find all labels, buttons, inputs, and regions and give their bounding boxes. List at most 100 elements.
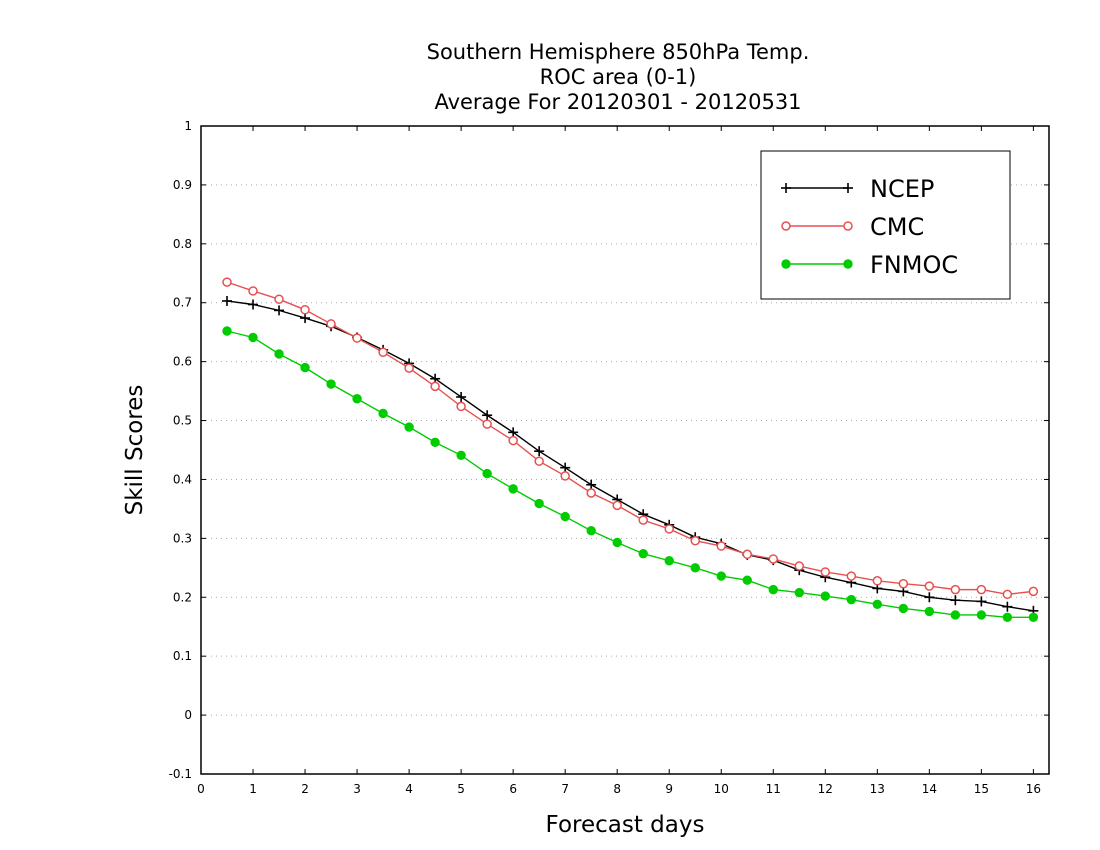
x-tick-label: 9 (665, 782, 673, 796)
data-point (560, 462, 571, 473)
x-tick-label: 1 (249, 782, 257, 796)
data-point (664, 556, 674, 566)
data-point (768, 554, 779, 564)
y-tick-label: 0.1 (173, 649, 192, 663)
data-point (742, 549, 753, 560)
data-point (872, 599, 883, 610)
x-tick-label: 8 (613, 782, 621, 796)
data-point (456, 450, 466, 461)
data-point (1002, 612, 1013, 623)
data-point (1028, 586, 1039, 597)
data-point (950, 584, 961, 595)
data-point (664, 524, 674, 534)
data-point (222, 277, 232, 287)
data-point (222, 295, 233, 306)
data-point (794, 561, 805, 571)
data-point (508, 427, 519, 438)
data-point (924, 606, 935, 617)
data-point (843, 221, 853, 231)
legend-box (760, 150, 1011, 300)
data-point (534, 456, 544, 466)
y-tick-label: 0.4 (173, 472, 192, 486)
chart-title: Southern Hemisphere 850hPa Temp. ROC are… (427, 40, 810, 114)
x-tick-label: 5 (457, 782, 465, 796)
data-point (612, 500, 622, 511)
data-point (976, 596, 987, 607)
data-point (1002, 589, 1013, 600)
data-point (248, 299, 259, 310)
x-axis-label: Forecast days (546, 812, 705, 838)
series-fnmoc (222, 326, 1039, 623)
data-point (300, 313, 311, 324)
data-point (781, 259, 791, 269)
data-point (482, 468, 492, 479)
data-point (820, 591, 830, 601)
y-tick-label: 0.7 (173, 296, 192, 310)
x-tick-label: 0 (197, 782, 205, 796)
data-point (742, 575, 752, 585)
data-point (846, 571, 857, 581)
data-point (976, 584, 987, 595)
x-tick-label: 12 (818, 782, 833, 796)
legend: NCEP CMC FNMOC (760, 150, 1011, 300)
series-ncep (222, 295, 1039, 616)
data-point (716, 571, 726, 581)
data-point (638, 548, 648, 559)
data-point (872, 576, 883, 586)
data-point (843, 183, 853, 193)
data-point (248, 286, 258, 296)
y-tick-label: 0.3 (173, 531, 192, 545)
x-tick-label: 2 (301, 782, 309, 796)
legend-label: NCEP (870, 175, 934, 203)
data-point (326, 379, 336, 389)
data-point (560, 511, 570, 522)
data-point (222, 326, 232, 336)
x-tick-label: 6 (509, 782, 517, 796)
series-line (226, 300, 1034, 612)
data-point (352, 333, 362, 343)
data-point (586, 488, 596, 498)
x-tick-label: 15 (974, 782, 989, 796)
y-tick-label: 0.8 (173, 237, 192, 251)
data-point (456, 391, 467, 402)
data-point (560, 471, 570, 481)
series-cmc (222, 277, 1039, 600)
data-point (843, 259, 853, 269)
plot-frame (200, 125, 1050, 775)
x-tick-label: 11 (766, 782, 781, 796)
x-tick-label: 10 (714, 782, 729, 796)
data-point (534, 446, 545, 457)
data-point (586, 526, 596, 536)
data-point (586, 479, 597, 490)
data-point (404, 363, 414, 373)
data-point (430, 437, 440, 448)
y-tick-label: 0.5 (173, 414, 192, 428)
x-tick-label: 14 (922, 782, 937, 796)
data-point (846, 594, 857, 605)
x-tick-label: 4 (405, 782, 413, 796)
data-point (794, 587, 804, 598)
data-point (1028, 612, 1039, 623)
y-tick-label: 0.2 (173, 590, 192, 604)
data-point (690, 535, 700, 546)
x-tick-label: 7 (561, 782, 569, 796)
data-point (274, 305, 285, 316)
data-point (612, 537, 622, 548)
data-point (508, 435, 518, 446)
y-tick-label: 0 (184, 708, 192, 722)
data-point (274, 349, 284, 359)
data-point (378, 347, 388, 357)
y-tick-label: -0.1 (169, 767, 192, 781)
x-axis: 0 1 2 3 4 5 6 7 8 9 10 11 12 13 14 15 16 (197, 126, 1041, 796)
data-point (378, 408, 388, 419)
data-point (456, 401, 466, 412)
data-point (781, 221, 791, 231)
data-point (924, 581, 935, 591)
data-point (534, 498, 544, 509)
series-line (226, 330, 1034, 619)
legend-item-fnmoc: FNMOC (781, 251, 958, 279)
legend-label: FNMOC (870, 251, 958, 279)
title-line-1: Southern Hemisphere 850hPa Temp. (427, 40, 810, 64)
data-point (716, 541, 726, 551)
y-tick-label: 0.6 (173, 355, 192, 369)
